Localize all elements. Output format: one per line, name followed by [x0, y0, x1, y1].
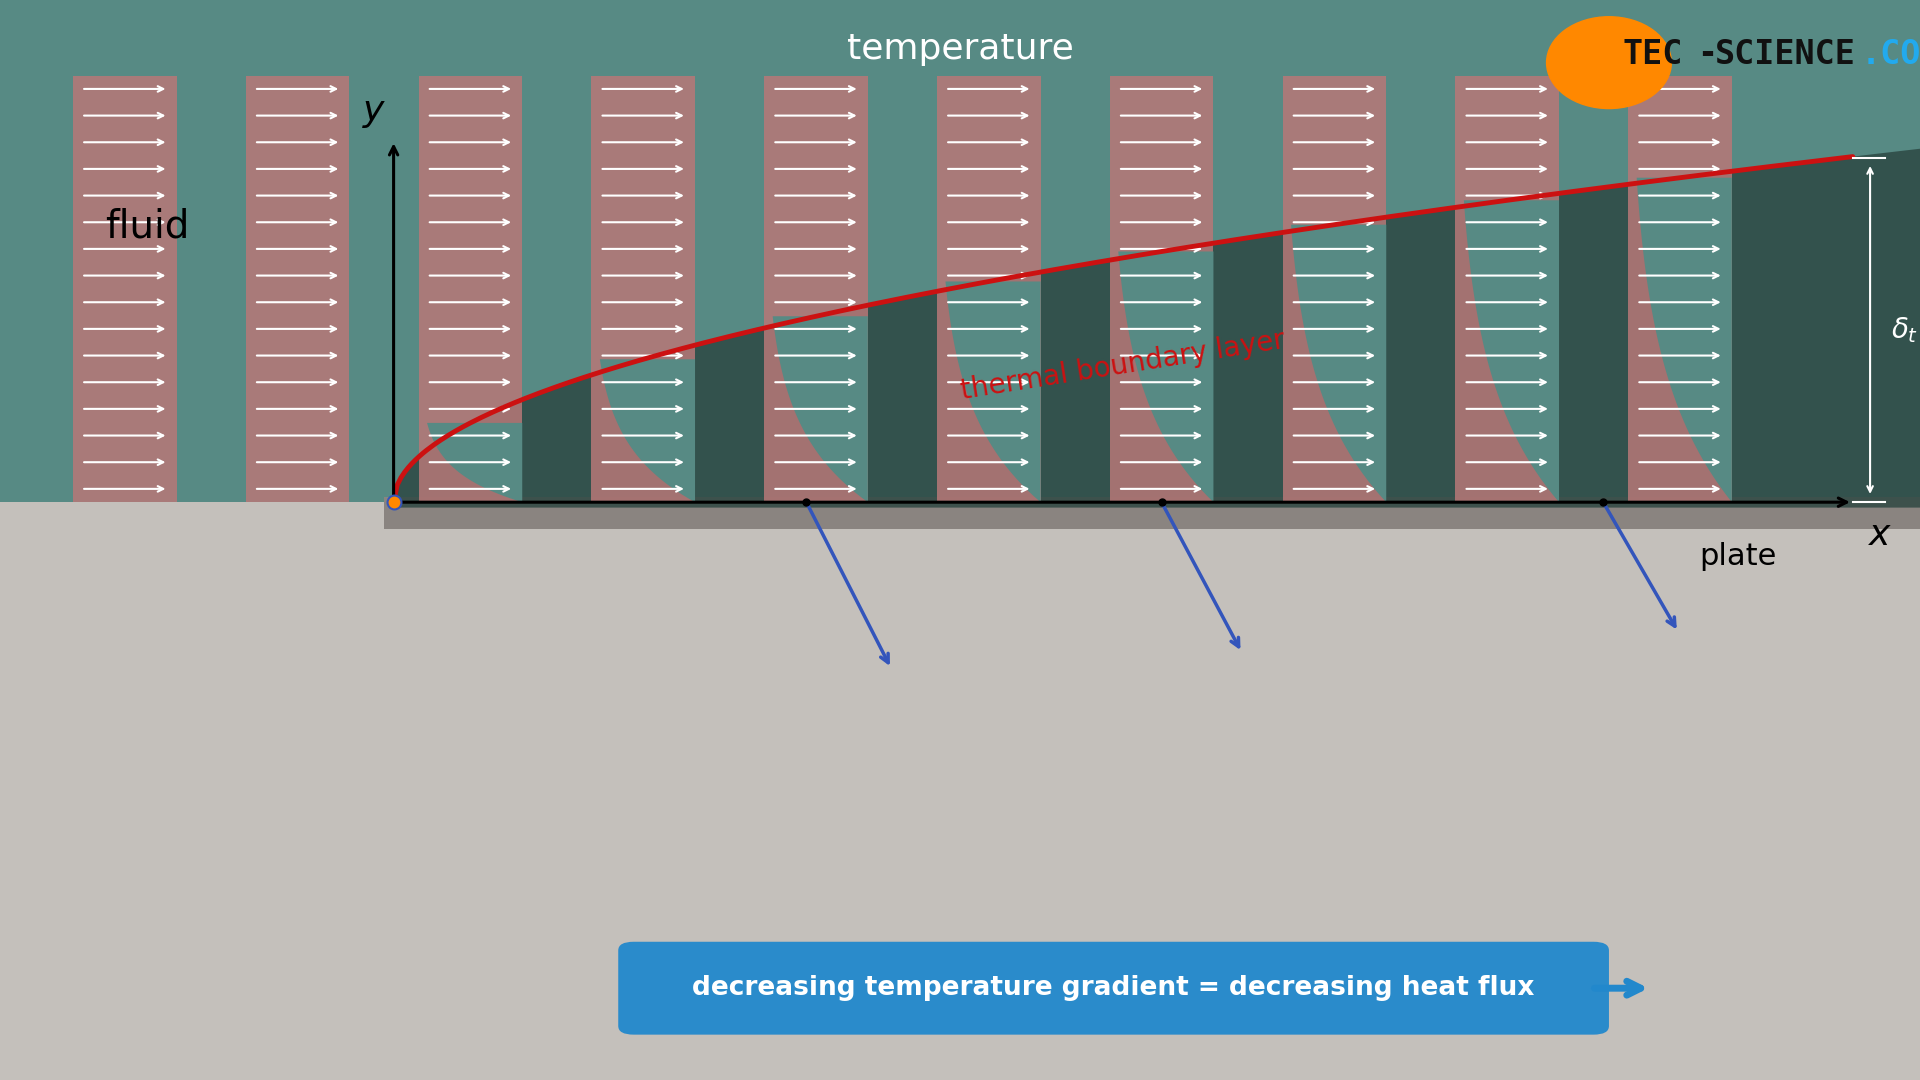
Text: $x$: $x$ — [1868, 518, 1893, 552]
Text: SCIENCE: SCIENCE — [1715, 38, 1855, 70]
Bar — [384, 497, 1920, 529]
Text: decreasing temperature gradient = decreasing heat flux: decreasing temperature gradient = decrea… — [693, 975, 1534, 1001]
Text: temperature: temperature — [847, 31, 1073, 66]
Bar — [1628, 76, 1732, 502]
Polygon shape — [599, 360, 695, 502]
Polygon shape — [1636, 178, 1732, 502]
Bar — [764, 76, 868, 502]
Polygon shape — [945, 282, 1041, 502]
Bar — [591, 76, 695, 502]
Text: $\delta_t$: $\delta_t$ — [1891, 315, 1918, 345]
Bar — [1110, 76, 1213, 502]
Bar — [0, 502, 1920, 1080]
Text: -: - — [1697, 38, 1716, 70]
Polygon shape — [1290, 225, 1386, 502]
Bar — [1455, 76, 1559, 502]
FancyBboxPatch shape — [618, 942, 1609, 1035]
Ellipse shape — [1546, 16, 1670, 109]
Polygon shape — [1117, 252, 1213, 502]
Polygon shape — [426, 423, 522, 502]
Polygon shape — [394, 149, 1920, 508]
Polygon shape — [1463, 200, 1559, 502]
Text: plate: plate — [1699, 542, 1776, 570]
Bar — [1283, 76, 1386, 502]
Text: TEC: TEC — [1622, 38, 1682, 70]
Text: .COM: .COM — [1860, 38, 1920, 70]
Bar — [246, 76, 349, 502]
Text: $y$: $y$ — [363, 96, 386, 130]
Bar — [73, 76, 177, 502]
Bar — [419, 76, 522, 502]
Polygon shape — [772, 316, 868, 502]
Text: fluid: fluid — [106, 207, 190, 246]
Text: thermal boundary layer: thermal boundary layer — [958, 326, 1288, 405]
Bar — [937, 76, 1041, 502]
